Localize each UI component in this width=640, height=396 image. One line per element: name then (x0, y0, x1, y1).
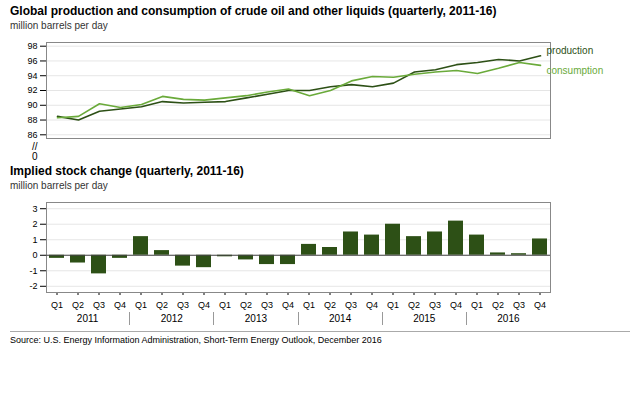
svg-text:Q3: Q3 (429, 300, 441, 310)
svg-text:98: 98 (27, 41, 37, 51)
svg-text:92: 92 (27, 85, 37, 95)
svg-text:Q4: Q4 (114, 300, 126, 310)
html-text:Source: U.S. Energy Informatio: Source: U.S. Energy Information Administ… (10, 335, 382, 345)
svg-text:-2: -2 (29, 281, 37, 291)
svg-text:consumption: consumption (547, 65, 604, 76)
html-text:2011: 2011 (76, 313, 99, 324)
html-text:million barrels per day: million barrels per day (10, 20, 108, 31)
svg-text:Q1: Q1 (219, 300, 231, 310)
svg-text:Q4: Q4 (282, 300, 294, 310)
html-text:2013: 2013 (244, 313, 267, 324)
html-text:2014: 2014 (329, 313, 352, 324)
svg-text:Q3: Q3 (93, 300, 105, 310)
svg-text:Q3: Q3 (345, 300, 357, 310)
svg-text:Q2: Q2 (72, 300, 84, 310)
svg-text:1: 1 (32, 235, 37, 245)
svg-text:Q1: Q1 (471, 300, 483, 310)
svg-text:0: 0 (32, 250, 37, 260)
html-text:2016: 2016 (497, 313, 520, 324)
svg-text:90: 90 (27, 100, 37, 110)
svg-text:Q4: Q4 (534, 300, 546, 310)
svg-text:Q3: Q3 (513, 300, 525, 310)
svg-text:Q1: Q1 (303, 300, 315, 310)
svg-text:88: 88 (27, 115, 37, 125)
svg-text:production: production (547, 45, 594, 56)
svg-text:Q1: Q1 (135, 300, 147, 310)
svg-text:Q4: Q4 (450, 300, 462, 310)
svg-text:Q2: Q2 (240, 300, 252, 310)
svg-text:Q1: Q1 (51, 300, 63, 310)
svg-text:96: 96 (27, 56, 37, 66)
svg-text:Q4: Q4 (198, 300, 210, 310)
svg-text:Q3: Q3 (177, 300, 189, 310)
svg-text:Q4: Q4 (366, 300, 378, 310)
svg-text:Q2: Q2 (324, 300, 336, 310)
svg-text:Q2: Q2 (408, 300, 420, 310)
svg-text:Q2: Q2 (492, 300, 504, 310)
svg-text:Q2: Q2 (156, 300, 168, 310)
html-text:2015: 2015 (413, 313, 436, 324)
html-text:million barrels per day: million barrels per day (10, 180, 108, 191)
html-text:2012: 2012 (160, 313, 183, 324)
svg-text:-1: -1 (29, 266, 37, 276)
svg-text:2: 2 (32, 219, 37, 229)
svg-text:Q1: Q1 (387, 300, 399, 310)
html-text:Implied stock change (quarterl: Implied stock change (quarterly, 2011-16… (10, 164, 244, 178)
svg-text:0: 0 (32, 151, 38, 162)
svg-text:94: 94 (27, 71, 37, 81)
svg-text:Q3: Q3 (261, 300, 273, 310)
svg-text:86: 86 (27, 130, 37, 140)
html-text:Global production and consumpt: Global production and consumption of cru… (10, 4, 497, 18)
svg-text:3: 3 (32, 204, 37, 214)
